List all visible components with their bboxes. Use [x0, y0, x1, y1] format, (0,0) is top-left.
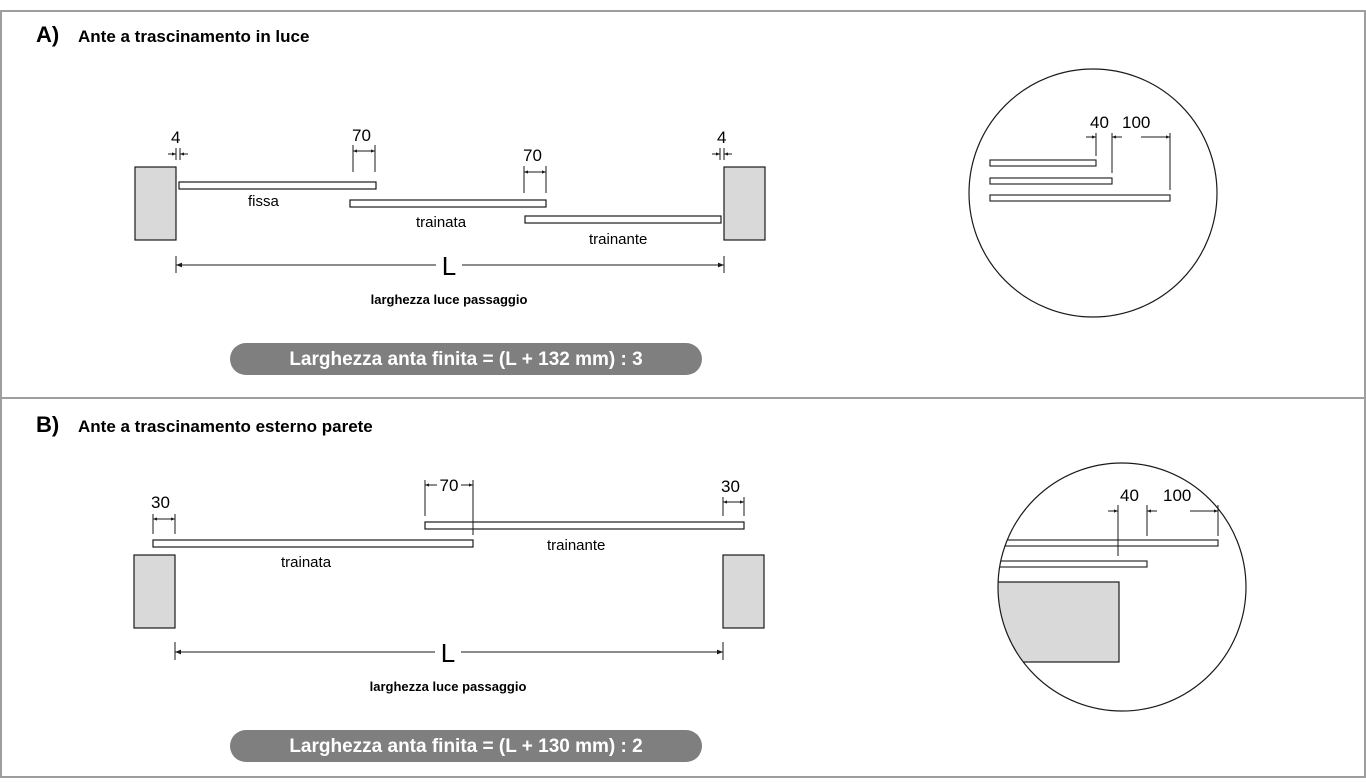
- dim-b-left-overlap-label: 30: [151, 493, 170, 512]
- detail-b-dim-100: 100: [1163, 486, 1191, 505]
- detail-a-leaf-3: [989, 194, 1171, 202]
- leaf-fixed: [178, 181, 377, 190]
- detail-b-circle: [997, 462, 1247, 712]
- section-a: A) Ante a trascinamento in luce fissa tr…: [36, 22, 1218, 375]
- section-b: B) Ante a trascinamento esterno parete t…: [36, 412, 1247, 762]
- detail-b-wall: [998, 581, 1120, 663]
- label-trainante: trainante: [589, 231, 647, 248]
- label-fissa: fissa: [248, 193, 280, 210]
- dim-a-overlap-2: [523, 166, 547, 193]
- dim-b-overlap: [424, 480, 474, 535]
- detail-a-leaf-1: [989, 159, 1097, 167]
- leaf-towing: [524, 215, 722, 224]
- wall-left-b: [133, 554, 176, 629]
- dim-a-overlap-1: [352, 145, 376, 172]
- leaf-towing-b: [424, 521, 745, 530]
- dim-b-width: [174, 642, 724, 660]
- dim-b-left-overlap: [152, 514, 176, 534]
- detail-a-dim-40: 40: [1090, 113, 1109, 132]
- dim-b-right-overlap: [722, 497, 745, 516]
- detail-a: 40 100: [968, 68, 1218, 318]
- detail-a-circle: [968, 68, 1218, 318]
- dim-a-width: [175, 256, 725, 273]
- wall-right-b: [722, 554, 765, 629]
- formula-b-text: Larghezza anta finita = (L + 130 mm) : 2: [289, 736, 642, 757]
- dim-a-width-caption: larghezza luce passaggio: [371, 292, 528, 307]
- dim-a-right-gap: [712, 148, 732, 160]
- dim-a-overlap-2-label: 70: [523, 146, 542, 165]
- formula-a-text: Larghezza anta finita = (L + 132 mm) : 3: [289, 349, 642, 370]
- label-trainante-b: trainante: [547, 537, 605, 554]
- dim-a-overlap-1-label: 70: [352, 126, 371, 145]
- formula-a-pill: [230, 343, 702, 375]
- detail-a-dim-100: 100: [1122, 113, 1150, 132]
- wall-right: [723, 166, 766, 241]
- detail-b-leaf-1: [998, 539, 1219, 547]
- detail-b-dim-40: 40: [1120, 486, 1139, 505]
- section-b-title: Ante a trascinamento esterno parete: [78, 417, 373, 436]
- dim-a-left-gap-label: 4: [171, 128, 180, 147]
- label-trainata: trainata: [416, 214, 467, 231]
- label-trainata-b: trainata: [281, 554, 332, 571]
- dim-a-left-gap: [168, 148, 188, 160]
- detail-b: 40 100: [997, 462, 1247, 712]
- dim-b-right-overlap-label: 30: [721, 477, 740, 496]
- dim-b-width-symbol: L: [441, 638, 455, 668]
- sheet-frame: [0, 10, 1366, 778]
- dim-b-overlap-label: 70: [440, 476, 459, 495]
- dim-b-width-caption: larghezza luce passaggio: [370, 679, 527, 694]
- leaf-towed-b: [152, 539, 474, 548]
- detail-b-leaf-2: [998, 560, 1148, 568]
- section-a-letter: A): [36, 22, 59, 47]
- wall-left: [134, 166, 177, 241]
- dim-a-width-symbol: L: [442, 251, 456, 281]
- formula-b-pill: [230, 730, 702, 762]
- section-b-letter: B): [36, 412, 59, 437]
- detail-a-leaf-2: [989, 177, 1113, 185]
- leaf-towed: [349, 199, 547, 208]
- section-a-title: Ante a trascinamento in luce: [78, 27, 309, 46]
- dim-a-right-gap-label: 4: [717, 128, 726, 147]
